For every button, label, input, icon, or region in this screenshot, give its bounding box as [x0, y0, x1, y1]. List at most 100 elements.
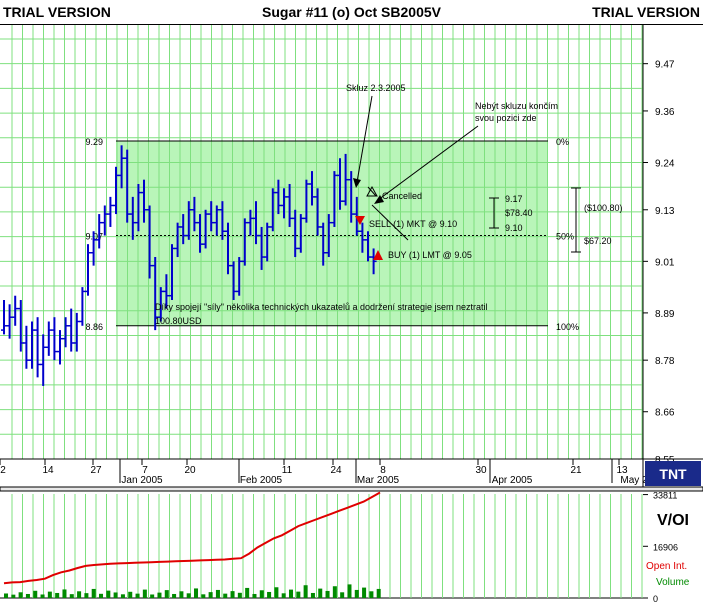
volume-bar	[194, 588, 199, 598]
measure1-top-label: 9.17	[505, 194, 523, 204]
volume-bar	[91, 588, 96, 598]
title-bar: TRIAL VERSION Sugar #11 (o) Oct SB2005V …	[0, 0, 703, 25]
x-axis-day-label: 8	[380, 465, 386, 476]
cancelled-marker-cross	[367, 186, 377, 197]
volume-bar	[332, 586, 337, 598]
x-axis-month-label: Mar 2005	[357, 475, 400, 486]
lower-axis-tick-label: 16906	[653, 542, 678, 552]
x-axis-day-label: 21	[570, 465, 582, 476]
x-axis-month-label: Apr 2005	[492, 475, 533, 486]
range-level-right-label: 0%	[556, 137, 569, 147]
lower-axis-tick-label: 33811	[653, 491, 677, 501]
trading-range-zone	[116, 141, 548, 326]
annotation-nebyt-arrow	[377, 125, 479, 201]
volume-bar	[369, 591, 374, 598]
volume-bar	[281, 593, 286, 598]
volume-bar	[303, 585, 308, 598]
buy-marker-icon	[373, 250, 383, 260]
x-axis-day-label: 27	[90, 465, 102, 476]
volume-bar	[128, 591, 133, 598]
volume-bar	[4, 593, 9, 598]
measure1-mid-label: $78.40	[505, 208, 533, 218]
x-axis-day-label: 13	[616, 465, 628, 476]
volume-bar	[310, 592, 315, 598]
volume-bar	[267, 591, 272, 598]
volume-bar	[40, 594, 45, 598]
volume-bar	[325, 590, 330, 598]
volume-bar	[113, 592, 118, 598]
y-axis-tick-label: 8.66	[655, 408, 675, 419]
volume-bar	[11, 594, 16, 598]
y-axis-tick-label: 9.13	[655, 206, 675, 217]
volume-bar	[230, 591, 235, 598]
volume-bar	[150, 594, 155, 598]
y-axis-tick-label: 8.78	[655, 356, 675, 367]
annotation-cancelled: Cancelled	[382, 191, 422, 201]
legend-open-interest: Open Int.	[646, 561, 688, 572]
y-axis-tick-label: 9.36	[655, 107, 675, 118]
volume-bar	[62, 589, 67, 598]
volume-bar	[347, 584, 352, 598]
volume-bar	[142, 589, 147, 598]
volume-bar	[69, 594, 74, 598]
lower-axis-tick-label: 0	[653, 594, 658, 604]
y-axis-tick-label: 9.01	[655, 257, 675, 268]
volume-bar	[201, 594, 206, 598]
volume-bar	[135, 593, 140, 598]
volume-bar	[208, 592, 213, 598]
measure1-bottom-label: 9.10	[505, 223, 523, 233]
annotation-skluz-arrowhead	[353, 178, 361, 188]
measure2-bottom-label: $67.20	[584, 236, 612, 246]
annotation-skluz-arrow	[356, 95, 373, 183]
volume-bar	[77, 591, 82, 598]
x-axis-day-label: 20	[184, 465, 196, 476]
annotation-comment-line1: Díky spojejí "síly" několika technických…	[155, 302, 488, 312]
x-axis-day-label: 7	[142, 465, 148, 476]
annotation-nebyt-line1: Nebýt skluzu končím	[475, 101, 558, 111]
annotation-nebyt-arrowhead	[374, 195, 384, 204]
range-level-right-label: 50%	[556, 232, 574, 242]
sell-connector-line	[371, 204, 409, 241]
annotation-comment-line2: 100.80USD	[155, 316, 202, 326]
legend-volume: Volume	[656, 577, 690, 588]
volume-bar	[99, 593, 104, 598]
open-interest-line	[3, 491, 381, 585]
panel-separator	[0, 486, 703, 492]
volume-bar	[215, 589, 220, 598]
y-axis-tick-label: 9.24	[655, 159, 675, 170]
volume-bar	[47, 591, 52, 598]
range-level-left-label: 8.86	[85, 322, 103, 332]
lower-panel-label: V/OI	[656, 512, 689, 529]
volume-bar	[252, 593, 257, 598]
x-axis-day-label: 24	[330, 465, 342, 476]
volume-bar	[289, 589, 294, 598]
volume-bar	[296, 591, 301, 598]
volume-bar	[354, 589, 359, 598]
annotation-sell: SELL (1) MKT @ 9.10	[369, 219, 457, 229]
sell-marker-icon	[355, 216, 365, 225]
volume-bar	[259, 590, 264, 598]
volume-bar	[55, 592, 60, 598]
x-axis-day-label: 30	[475, 465, 487, 476]
volume-bar	[157, 592, 162, 598]
volume-bar	[340, 592, 345, 598]
range-level-left-label: 9.29	[85, 137, 103, 147]
volume-bar	[33, 590, 38, 598]
volume-bar	[84, 593, 89, 598]
x-axis-month-label: Feb 2005	[240, 475, 283, 486]
x-axis-month-label: Jan 2005	[121, 475, 163, 486]
volume-bar	[179, 591, 184, 598]
y-axis-tick-label: 8.55	[655, 455, 675, 466]
volume-bar	[376, 588, 381, 598]
x-axis-day-label: 2	[0, 465, 6, 476]
annotation-skluz: Skluz 2.3.2005	[346, 83, 406, 93]
x-axis-month-label: May 2	[620, 475, 648, 486]
tnt-logo-box	[645, 461, 701, 486]
volume-bar	[362, 587, 367, 598]
y-axis-tick-label: 9.47	[655, 60, 675, 71]
trial-version-left: TRIAL VERSION	[3, 4, 111, 20]
volume-bar	[164, 590, 169, 598]
annotation-buy: BUY (1) LMT @ 9.05	[388, 250, 472, 260]
